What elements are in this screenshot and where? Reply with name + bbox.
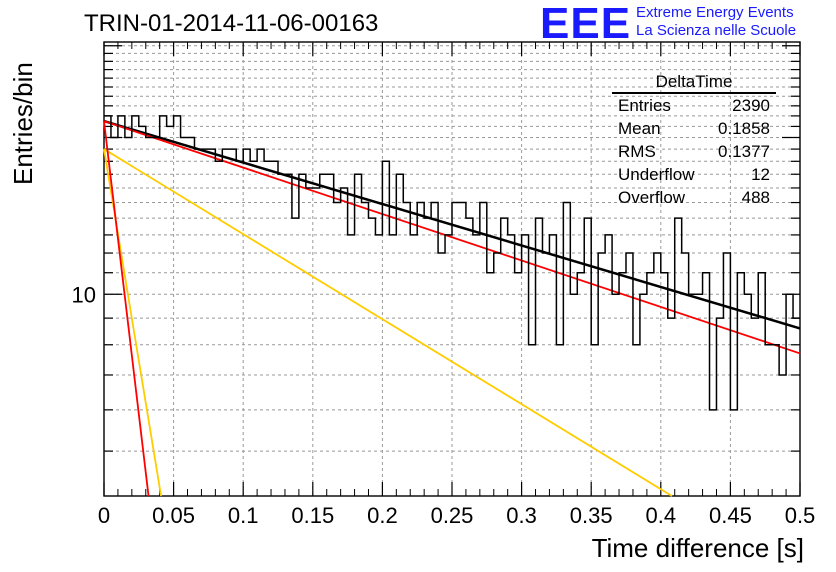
stats-value: 0.1858 [718,119,770,138]
histogram [104,115,800,411]
x-tick-label: 0.35 [570,503,613,528]
axes: 0 0.05 0.1 0.15 0.2 0.25 0.3 0.35 0.4 0.45 0.5 10 [72,42,816,528]
x-tick-label: 0.1 [228,503,259,528]
stats-title: DeltaTime [612,72,776,94]
x-tick-label: 0.15 [291,503,334,528]
stats-row: Underflow 12 [612,163,776,186]
fit-line [103,120,801,355]
x-tick-label: 0 [98,503,110,528]
stats-row: Mean 0.1858 [612,117,776,140]
stats-label: Entries [618,96,671,115]
stats-label: Underflow [618,165,695,184]
x-tick-label: 0.05 [152,503,195,528]
fit-line [103,148,162,497]
x-tick-label: 0.5 [785,503,816,528]
y-tick-label: 10 [72,282,96,307]
x-tick-label: 0.2 [367,503,398,528]
x-tick-label: 0.25 [431,503,474,528]
stats-value: 12 [751,165,770,184]
x-tick-label: 0.3 [506,503,537,528]
fit-line [103,121,150,497]
x-tick-label: 0.45 [709,503,752,528]
fit-line [103,148,673,497]
plot-title: TRIN-01-2014-11-06-00163 [84,10,379,37]
y-axis-label: Entries/bin [8,62,38,185]
histogram-outline [104,115,800,411]
stats-row: Overflow 488 [612,186,776,209]
stats-value: 488 [741,188,770,207]
eee-logo: EEE [540,0,632,48]
stats-label: Overflow [618,188,686,207]
stats-row: Entries 2390 [612,94,776,117]
logo-line-2: La Scienza nelle Scuole [636,22,797,39]
x-tick-label: 0.4 [646,503,677,528]
stats-label: RMS [618,142,656,161]
x-axis-label: Time difference [s] [591,533,804,563]
stats-value: 0.1377 [718,142,770,161]
fit-lines [103,119,801,497]
stats-label: Mean [618,119,661,138]
logo-line-1: Extreme Energy Events [636,4,794,21]
stats-row: RMS 0.1377 [612,140,776,163]
stats-value: 2390 [732,96,770,115]
stats-box: DeltaTime Entries 2390 Mean 0.1858 RMS 0.13… [612,72,776,209]
